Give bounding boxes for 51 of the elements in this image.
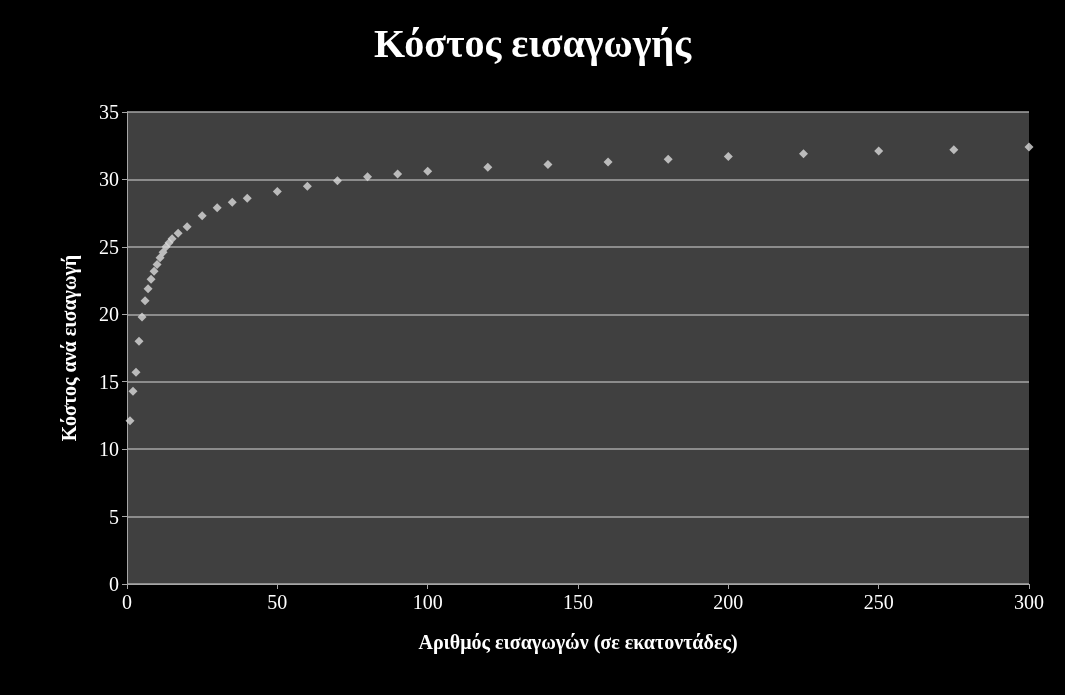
x-tick-label: 250	[863, 591, 894, 613]
point	[272, 187, 282, 197]
chart-title: Κόστος εισαγωγής	[373, 20, 693, 66]
x-tick-label: 100	[412, 591, 443, 613]
point	[155, 253, 165, 263]
point	[134, 336, 144, 346]
point	[212, 203, 222, 213]
point	[152, 259, 162, 269]
point	[125, 416, 135, 426]
point	[146, 274, 156, 284]
point	[197, 211, 207, 221]
point	[949, 145, 959, 155]
point	[137, 312, 147, 322]
point	[543, 160, 553, 170]
point	[663, 154, 673, 164]
point	[393, 169, 403, 179]
x-tick-label: 200	[713, 591, 744, 613]
x-axis-title: Αριθμός εισαγωγών (σε εκατοντάδες)	[418, 631, 738, 654]
point	[363, 172, 373, 182]
y-tick-label: 35	[99, 101, 119, 123]
point	[332, 176, 342, 186]
y-tick-label: 0	[109, 573, 119, 595]
y-tick-label: 10	[99, 438, 119, 461]
y-tick-label: 30	[99, 168, 119, 191]
point	[242, 193, 252, 203]
point	[173, 228, 183, 238]
point	[149, 266, 159, 276]
point	[874, 146, 884, 156]
point	[158, 247, 168, 257]
point	[128, 386, 138, 396]
point	[603, 157, 613, 167]
point	[227, 197, 237, 207]
y-tick-label: 25	[99, 235, 119, 258]
x-tick-label: 150	[563, 591, 593, 613]
point	[182, 222, 192, 232]
point	[302, 181, 312, 191]
point	[483, 162, 493, 172]
point	[799, 149, 808, 159]
y-axis-title: Κόστος ανά εισαγωγή	[58, 254, 81, 442]
point	[131, 367, 141, 377]
x-tick-label: 50	[267, 591, 288, 613]
point	[423, 166, 433, 176]
x-tick-label: 300	[1014, 591, 1044, 613]
y-tick-label: 15	[99, 370, 119, 393]
point	[143, 284, 153, 294]
point	[167, 234, 177, 244]
y-tick-label: 5	[109, 505, 119, 528]
point	[1024, 142, 1034, 152]
point	[723, 152, 733, 161]
y-tick-label: 20	[99, 303, 119, 326]
point	[140, 296, 150, 306]
